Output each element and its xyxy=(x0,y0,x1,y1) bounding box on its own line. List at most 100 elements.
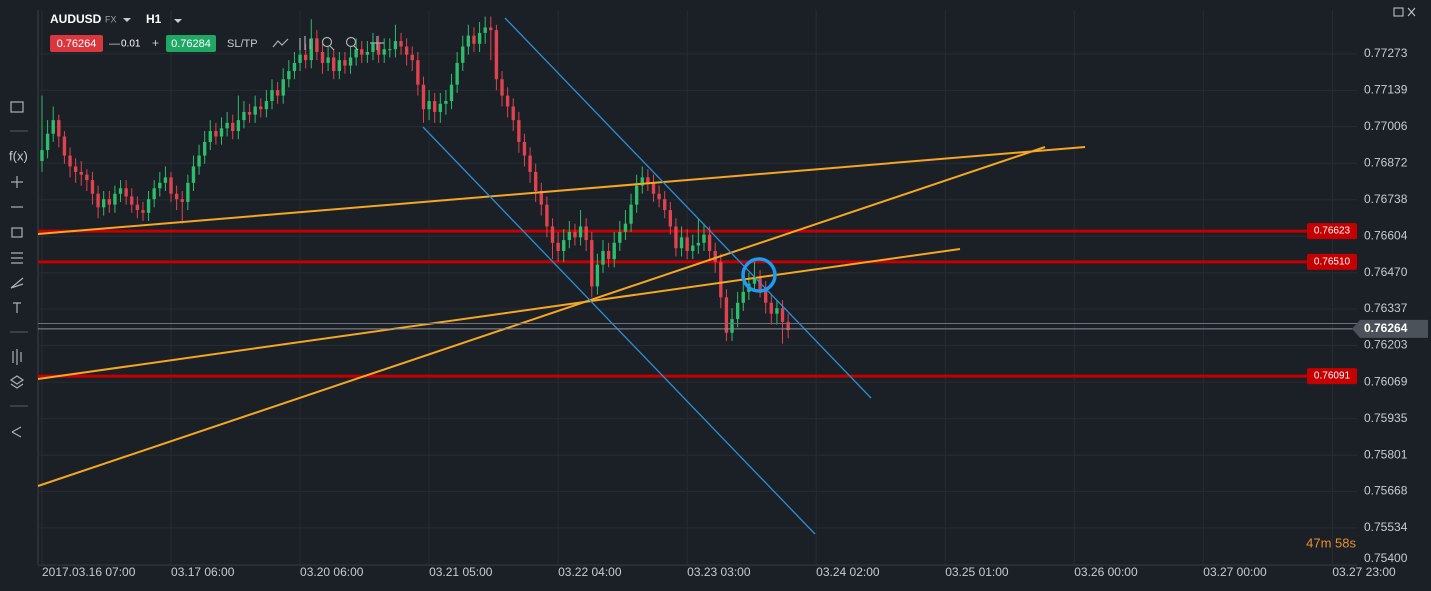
candle-body xyxy=(399,41,403,47)
left-toolbar xyxy=(9,101,28,438)
candle-body xyxy=(562,240,566,251)
ask-price[interactable]: 0.76284 xyxy=(171,38,211,50)
candle-body xyxy=(545,204,549,227)
fx-button[interactable]: f(x) xyxy=(9,148,28,163)
y-tick-label: 0.75668 xyxy=(1364,484,1408,498)
candle-body xyxy=(691,245,695,251)
candle-body xyxy=(629,204,633,224)
candle-body xyxy=(169,177,173,194)
candle-body xyxy=(275,90,280,96)
y-tick-label: 0.76604 xyxy=(1364,228,1408,242)
candle-body xyxy=(601,250,605,265)
candle-body xyxy=(483,27,487,33)
candle-body xyxy=(303,54,308,61)
tool-icon[interactable] xyxy=(345,36,357,48)
candle-body xyxy=(186,182,190,202)
candle-body xyxy=(287,71,291,80)
candle-body xyxy=(634,185,639,205)
tool-icon[interactable] xyxy=(11,252,23,264)
candle-body xyxy=(780,308,785,322)
candle-body xyxy=(253,106,257,115)
tool-icon[interactable] xyxy=(353,45,359,51)
sell-button[interactable] xyxy=(50,35,103,52)
candle-body xyxy=(533,171,538,192)
candle-body xyxy=(281,79,285,96)
candle-body xyxy=(152,188,156,200)
tool-icon[interactable] xyxy=(321,36,333,48)
x-tick-label: 03.26 00:00 xyxy=(1074,565,1138,579)
candle-body xyxy=(612,242,616,260)
candle-body xyxy=(444,101,448,104)
tool-icon[interactable] xyxy=(12,349,22,365)
x-tick-label: 2017.03.16 07:00 xyxy=(42,565,136,579)
y-tick-label: 0.75400 xyxy=(1364,551,1408,565)
candle-body xyxy=(775,308,779,314)
candle-body xyxy=(130,196,134,205)
y-tick-label: 0.77139 xyxy=(1364,83,1408,97)
trend-line[interactable] xyxy=(37,146,1046,487)
symbol[interactable]: AUDUSD xyxy=(50,12,102,26)
timeframe[interactable]: H1 xyxy=(146,12,162,26)
trend-line[interactable] xyxy=(37,248,961,380)
tool-icon[interactable] xyxy=(272,38,289,48)
buy-button[interactable] xyxy=(166,35,216,52)
candle-body xyxy=(118,188,123,194)
channel-line[interactable] xyxy=(504,17,872,399)
tool-icon[interactable] xyxy=(9,375,25,389)
dropdown-arrow[interactable] xyxy=(123,18,131,22)
x-tick-label: 03.24 02:00 xyxy=(816,565,880,579)
highlight-circle[interactable] xyxy=(741,257,777,293)
candle-body xyxy=(343,60,347,66)
candle-body xyxy=(113,193,117,205)
bid-price[interactable]: 0.76264 xyxy=(57,38,97,50)
candle-body xyxy=(466,35,471,47)
candle-body xyxy=(679,237,684,249)
tool-icon[interactable] xyxy=(10,277,24,289)
market: FX xyxy=(105,14,117,24)
candle-body xyxy=(270,90,274,102)
candle-body xyxy=(707,234,712,251)
spread-minus[interactable]: — xyxy=(109,38,120,50)
candle-body xyxy=(135,204,140,211)
candle-body xyxy=(404,46,409,55)
tool-icon[interactable] xyxy=(11,426,22,438)
tool-icon[interactable] xyxy=(11,227,23,238)
y-tick-label: 0.76069 xyxy=(1364,374,1408,388)
tool-icon[interactable] xyxy=(10,101,24,113)
candle-body xyxy=(90,180,95,194)
candle-body xyxy=(505,95,510,107)
current-price-tag xyxy=(1352,319,1428,338)
close-button[interactable] xyxy=(1407,7,1416,17)
candle-body xyxy=(191,166,196,183)
candle-body xyxy=(449,84,454,102)
y-tick-label: 0.75935 xyxy=(1364,411,1408,425)
candle-body xyxy=(556,242,560,251)
tool-icon[interactable] xyxy=(329,45,335,51)
x-tick-label: 03.17 06:00 xyxy=(171,565,235,579)
level-label: 0.76091 xyxy=(1314,371,1351,382)
candle-body xyxy=(214,131,218,137)
spread-plus[interactable]: + xyxy=(152,36,159,50)
tool-icon[interactable] xyxy=(299,36,311,50)
candle-body xyxy=(461,46,465,63)
candle-body xyxy=(360,49,364,55)
candle-body xyxy=(320,51,325,63)
sltp-button[interactable]: SL/TP xyxy=(227,38,258,50)
x-tick-label: 03.27 00:00 xyxy=(1203,565,1267,579)
candle-body xyxy=(231,122,235,132)
channel-line[interactable] xyxy=(422,126,816,535)
candle-body xyxy=(236,120,241,132)
dropdown-arrow[interactable] xyxy=(174,19,182,23)
candle-body xyxy=(298,54,302,63)
candle-body xyxy=(702,234,706,243)
candle-body xyxy=(40,150,44,162)
trend-line[interactable] xyxy=(37,146,1086,235)
y-tick-label: 0.77006 xyxy=(1364,119,1408,133)
maximize-button[interactable] xyxy=(1393,7,1404,17)
tool-icon[interactable] xyxy=(13,302,21,313)
candle-body xyxy=(107,199,111,205)
candle-body xyxy=(623,223,628,232)
candle-body xyxy=(393,41,398,50)
tool-icon[interactable] xyxy=(370,36,384,50)
candle-body xyxy=(573,231,577,238)
